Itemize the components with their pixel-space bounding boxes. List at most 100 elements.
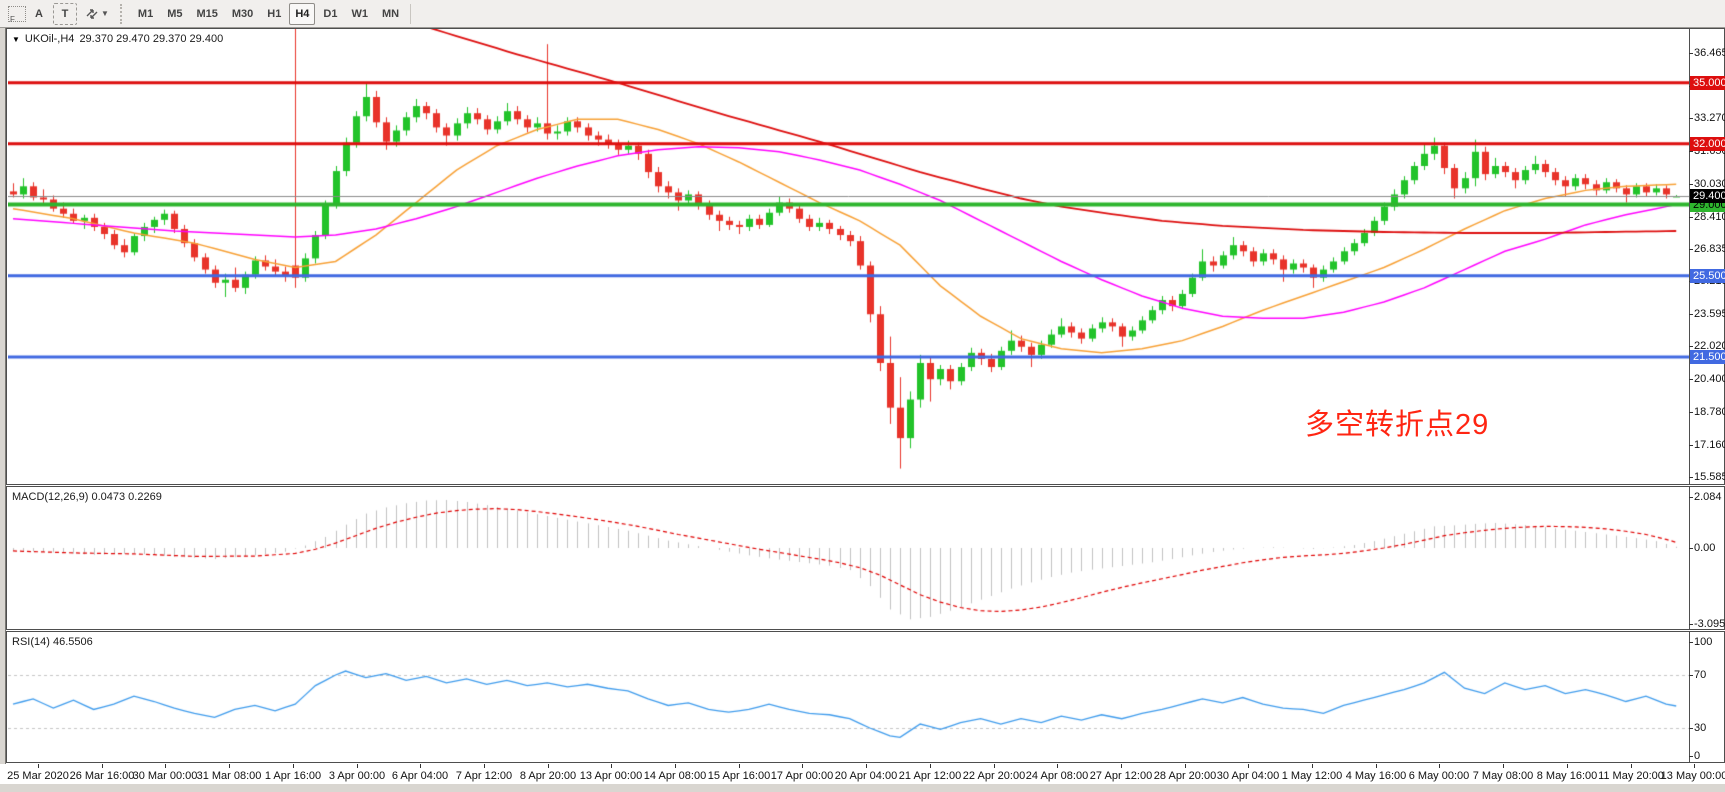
price-tick-label: 15.585 <box>1689 471 1725 483</box>
chart-symbol-dropdown-icon[interactable]: ▼ <box>12 34 20 44</box>
timeframe-button-m1[interactable]: M1 <box>137 7 154 20</box>
toolbar-separator <box>410 3 412 24</box>
time-axis-label: 17 Apr 00:00 <box>770 770 834 782</box>
time-axis-label: 6 Apr 04:00 <box>391 770 449 782</box>
rsi-canvas[interactable] <box>8 632 1689 762</box>
macd-tick-label: 2.084 <box>1689 490 1722 503</box>
symbol-title: UKOil-,H4 <box>24 33 75 45</box>
time-axis[interactable]: 25 Mar 2020 26 Mar 16:00 30 Mar 00:00 31 Ma… <box>0 764 1725 786</box>
price-tick-label: 23.595 <box>1689 308 1725 320</box>
rsi-tick-label: 0 <box>1688 750 1701 762</box>
price-tick-label: 33.270 <box>1689 112 1725 124</box>
time-tick <box>484 764 485 768</box>
chevron-down-icon: ▼ <box>101 9 109 18</box>
macd-tick-label: -3.0957 <box>1688 618 1725 630</box>
time-tick <box>1057 764 1058 768</box>
time-axis-label: 1 May 12:00 <box>1281 770 1343 782</box>
time-axis-label: 30 Apr 04:00 <box>1216 770 1280 782</box>
timeframe-button-h1[interactable]: H1 <box>267 7 282 20</box>
time-tick <box>420 764 421 768</box>
time-axis-label: 6 May 00:00 <box>1408 770 1470 782</box>
macd-canvas[interactable] <box>8 487 1689 629</box>
macd-tick-label: 0.00 <box>1688 542 1716 554</box>
time-tick <box>675 764 676 768</box>
time-axis-label: 30 Mar 00:00 <box>132 770 198 782</box>
rsi-pane: RSI(14) 46.5506 100 70 30 0 <box>6 631 1725 763</box>
time-axis-label: 25 Mar 2020 <box>7 770 69 782</box>
rsi-tick-label: 30 <box>1688 722 1707 734</box>
time-tick <box>229 764 230 768</box>
symbol-ohlc-label: ▼ UKOil-,H4 29.370 29.470 29.370 29.400 <box>12 33 223 45</box>
time-tick <box>930 764 931 768</box>
timeframe-button-m5[interactable]: M5 <box>167 7 183 20</box>
time-axis-label: 21 Apr 12:00 <box>898 770 962 782</box>
level-badge: 21.500 <box>1690 349 1725 364</box>
rsi-tick-label: 100 <box>1688 636 1713 648</box>
window-bottom-frame <box>0 784 1725 792</box>
time-axis-label: 27 Apr 12:00 <box>1089 770 1153 782</box>
ohlc-values: 29.370 29.470 29.370 29.400 <box>79 33 224 45</box>
price-tick-label: 26.835 <box>1689 243 1725 255</box>
price-chart-pane: ▼ UKOil-,H4 29.370 29.470 29.370 29.400 … <box>6 28 1725 485</box>
timeframe-button-d1[interactable]: D1 <box>323 7 338 20</box>
time-tick <box>1312 764 1313 768</box>
time-tick <box>802 764 803 768</box>
level-badge: 32.000 <box>1690 136 1725 151</box>
time-axis-label: 7 May 08:00 <box>1472 770 1534 782</box>
time-axis-label: 7 Apr 12:00 <box>455 770 513 782</box>
time-tick <box>1248 764 1249 768</box>
time-axis-label: 15 Apr 16:00 <box>707 770 771 782</box>
current-price-badge: 29.400 <box>1690 189 1725 204</box>
annotation-text[interactable]: 多空转折点29 <box>1305 409 1490 441</box>
window-left-frame <box>0 28 6 792</box>
level-badge: 25.500 <box>1690 268 1725 283</box>
font-tool-button[interactable]: A <box>35 7 43 20</box>
time-tick <box>1567 764 1568 768</box>
time-tick <box>38 764 39 768</box>
time-tick <box>1631 764 1632 768</box>
time-axis-label: 1 Apr 16:00 <box>264 770 322 782</box>
time-axis-label: 26 Mar 16:00 <box>69 770 135 782</box>
time-axis-label: 28 Apr 20:00 <box>1153 770 1217 782</box>
swap-arrows-icon <box>86 8 98 19</box>
time-tick <box>1376 764 1377 768</box>
time-axis-label: 8 Apr 20:00 <box>519 770 577 782</box>
price-axis-border <box>1689 29 1690 484</box>
time-tick <box>1439 764 1440 768</box>
time-tick <box>548 764 549 768</box>
time-tick <box>293 764 294 768</box>
price-chart-canvas[interactable] <box>8 29 1689 484</box>
time-axis-label: 3 Apr 00:00 <box>328 770 386 782</box>
time-axis-label: 14 Apr 08:00 <box>643 770 707 782</box>
rsi-label: RSI(14) 46.5506 <box>12 636 93 648</box>
timeframe-button-h4[interactable]: H4 <box>289 2 316 25</box>
time-tick <box>739 764 740 768</box>
toolbar: F A T ▼ M1 M5 M15 M30 H1 H4 D1 W1 MN <box>0 0 1725 28</box>
level-badge: 35.000 <box>1690 75 1725 90</box>
price-tick-label: 20.400 <box>1689 373 1725 385</box>
time-axis-label: 31 Mar 08:00 <box>196 770 262 782</box>
timeframe-button-w1[interactable]: W1 <box>351 7 368 20</box>
time-tick <box>1121 764 1122 768</box>
timeframe-button-m15[interactable]: M15 <box>196 7 218 20</box>
time-tick <box>1185 764 1186 768</box>
time-tick <box>102 764 103 768</box>
rsi-tick-label: 70 <box>1688 669 1707 681</box>
price-tick-label: 30.030 <box>1689 178 1725 190</box>
forex-grid-icon[interactable]: F <box>8 5 26 24</box>
toolbar-grip <box>119 3 127 24</box>
macd-axis-border <box>1689 487 1690 629</box>
macd-label: MACD(12,26,9) 0.0473 0.2269 <box>12 491 162 503</box>
time-tick <box>611 764 612 768</box>
timeframe-button-m30[interactable]: M30 <box>231 7 254 20</box>
arrange-arrows-button[interactable]: ▼ <box>79 3 115 25</box>
text-tool-button[interactable]: T <box>53 2 77 25</box>
price-tick-label: 36.465 <box>1689 47 1725 59</box>
time-tick <box>165 764 166 768</box>
timeframe-button-mn[interactable]: MN <box>381 7 400 20</box>
time-axis-label: 13 May 00:00 <box>1660 770 1725 782</box>
timeframe-group: M1 M5 M15 M30 H1 H4 D1 W1 MN <box>131 2 406 25</box>
time-axis-label: 13 Apr 00:00 <box>579 770 643 782</box>
time-tick <box>357 764 358 768</box>
